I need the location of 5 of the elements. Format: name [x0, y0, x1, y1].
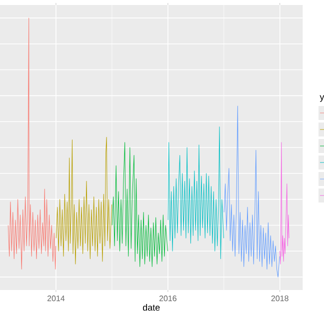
x-tick-label: 2016 — [159, 296, 176, 302]
legend-title: y — [320, 95, 324, 102]
x-axis-title: date — [142, 304, 160, 311]
x-tick-label: 2018 — [271, 296, 288, 302]
x-tick-label: 2014 — [47, 296, 65, 302]
